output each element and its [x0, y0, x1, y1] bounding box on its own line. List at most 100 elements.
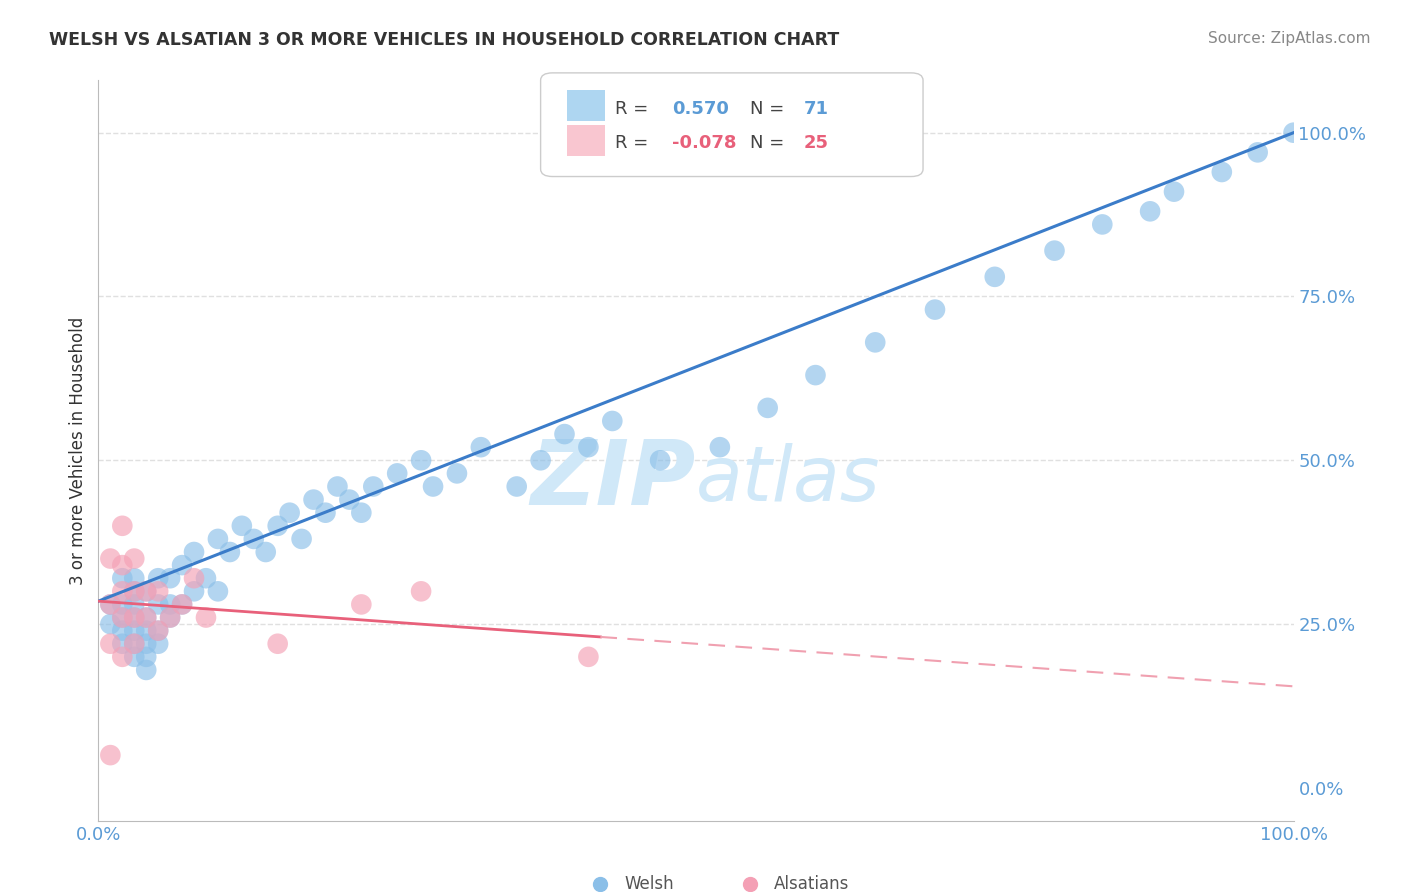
- Point: [554, 427, 576, 442]
- Point: [804, 368, 827, 383]
- Point: [267, 637, 290, 651]
- Point: [124, 610, 146, 624]
- Text: WELSH VS ALSATIAN 3 OR MORE VEHICLES IN HOUSEHOLD CORRELATION CHART: WELSH VS ALSATIAN 3 OR MORE VEHICLES IN …: [49, 31, 839, 49]
- Point: [124, 637, 146, 651]
- Point: [183, 545, 205, 559]
- Point: [756, 401, 779, 415]
- Point: [159, 610, 181, 624]
- Point: [207, 532, 229, 546]
- Point: [98, 637, 122, 651]
- FancyBboxPatch shape: [541, 73, 922, 177]
- Point: [422, 479, 444, 493]
- Text: Welsh: Welsh: [624, 874, 673, 892]
- Point: [254, 545, 277, 559]
- Point: [148, 598, 170, 612]
- Point: [172, 598, 194, 612]
- Point: [195, 610, 218, 624]
- Point: [148, 624, 170, 638]
- Point: [231, 518, 253, 533]
- Text: R =: R =: [614, 100, 654, 118]
- Point: [183, 571, 205, 585]
- Point: [111, 571, 134, 585]
- Text: ZIP: ZIP: [530, 436, 696, 524]
- Point: [1211, 165, 1233, 179]
- Point: [1043, 244, 1066, 258]
- Point: [159, 571, 181, 585]
- Point: [148, 571, 170, 585]
- Point: [183, 584, 205, 599]
- Point: [924, 302, 946, 317]
- Point: [350, 598, 373, 612]
- Point: [172, 558, 194, 573]
- Point: [124, 610, 146, 624]
- Point: [124, 637, 146, 651]
- Point: [98, 598, 122, 612]
- Point: [446, 467, 468, 481]
- Point: [124, 624, 146, 638]
- Point: [135, 610, 157, 624]
- Point: [578, 649, 600, 664]
- Point: [148, 637, 170, 651]
- Point: [243, 532, 266, 546]
- Text: atlas: atlas: [696, 443, 880, 517]
- Point: [111, 624, 134, 638]
- Point: [648, 453, 672, 467]
- Point: [326, 479, 349, 493]
- Point: [865, 335, 887, 350]
- Point: [207, 584, 229, 599]
- Point: [1247, 145, 1270, 160]
- Point: [98, 617, 122, 632]
- Point: [124, 551, 146, 566]
- Point: [411, 453, 433, 467]
- Point: [385, 467, 409, 481]
- Point: [135, 624, 157, 638]
- Point: [159, 610, 181, 624]
- Point: [135, 584, 157, 599]
- Point: [148, 584, 170, 599]
- Point: [124, 584, 146, 599]
- Point: [1139, 204, 1161, 219]
- Point: [302, 492, 325, 507]
- Point: [1163, 185, 1185, 199]
- Point: [111, 558, 134, 573]
- Point: [111, 610, 134, 624]
- Point: [709, 440, 731, 454]
- Point: [98, 748, 122, 763]
- Text: 25: 25: [804, 134, 828, 152]
- Point: [411, 584, 433, 599]
- Point: [984, 269, 1007, 284]
- Text: 0.570: 0.570: [672, 100, 728, 118]
- Point: [315, 506, 337, 520]
- Point: [363, 479, 385, 493]
- Text: N =: N =: [749, 134, 790, 152]
- Point: [98, 598, 122, 612]
- FancyBboxPatch shape: [567, 125, 605, 156]
- Point: [159, 598, 181, 612]
- Text: Source: ZipAtlas.com: Source: ZipAtlas.com: [1208, 31, 1371, 46]
- Point: [530, 453, 553, 467]
- Point: [111, 610, 134, 624]
- Point: [135, 584, 157, 599]
- Point: [124, 598, 146, 612]
- Point: [98, 551, 122, 566]
- Text: R =: R =: [614, 134, 654, 152]
- Point: [470, 440, 492, 454]
- Point: [111, 649, 134, 664]
- Point: [111, 584, 134, 599]
- Point: [219, 545, 242, 559]
- Point: [195, 571, 218, 585]
- Point: [506, 479, 529, 493]
- Point: [267, 518, 290, 533]
- Point: [124, 584, 146, 599]
- Point: [124, 571, 146, 585]
- Point: [135, 637, 157, 651]
- Point: [135, 649, 157, 664]
- Y-axis label: 3 or more Vehicles in Household: 3 or more Vehicles in Household: [69, 317, 87, 584]
- Point: [172, 598, 194, 612]
- Point: [602, 414, 624, 428]
- Text: Alsatians: Alsatians: [773, 874, 849, 892]
- Point: [339, 492, 361, 507]
- Point: [124, 649, 146, 664]
- Text: 71: 71: [804, 100, 828, 118]
- Point: [111, 637, 134, 651]
